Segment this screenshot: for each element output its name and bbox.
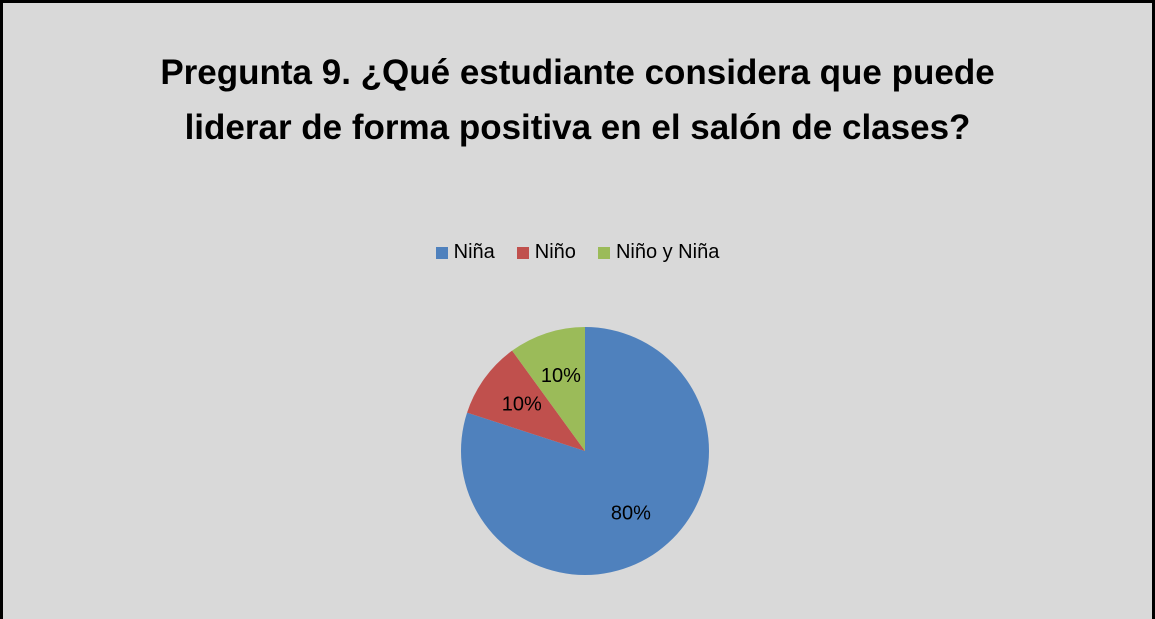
legend-item: Niño y Niña: [597, 241, 720, 264]
pie-slice: [467, 350, 585, 451]
legend-item: Niña: [435, 241, 495, 264]
pie-slice: [512, 327, 585, 451]
legend-swatch: [435, 246, 448, 259]
data-label: 80%: [611, 502, 651, 524]
legend-label: Niña: [453, 241, 495, 263]
plot: 80% 10% 10%: [461, 327, 709, 575]
legend-label: Niño: [534, 241, 576, 263]
data-label: 10%: [502, 393, 542, 415]
chart-title: Pregunta 9. ¿Qué estudiante considera qu…: [160, 53, 995, 147]
data-label: 10%: [541, 365, 581, 387]
legend-item: Niño: [516, 241, 576, 264]
legend-label: Niño y Niña: [615, 241, 720, 263]
legend: Niña Niño Niño y Niña: [3, 241, 1152, 264]
legend-swatch: [597, 246, 610, 259]
legend-swatch: [516, 246, 529, 259]
